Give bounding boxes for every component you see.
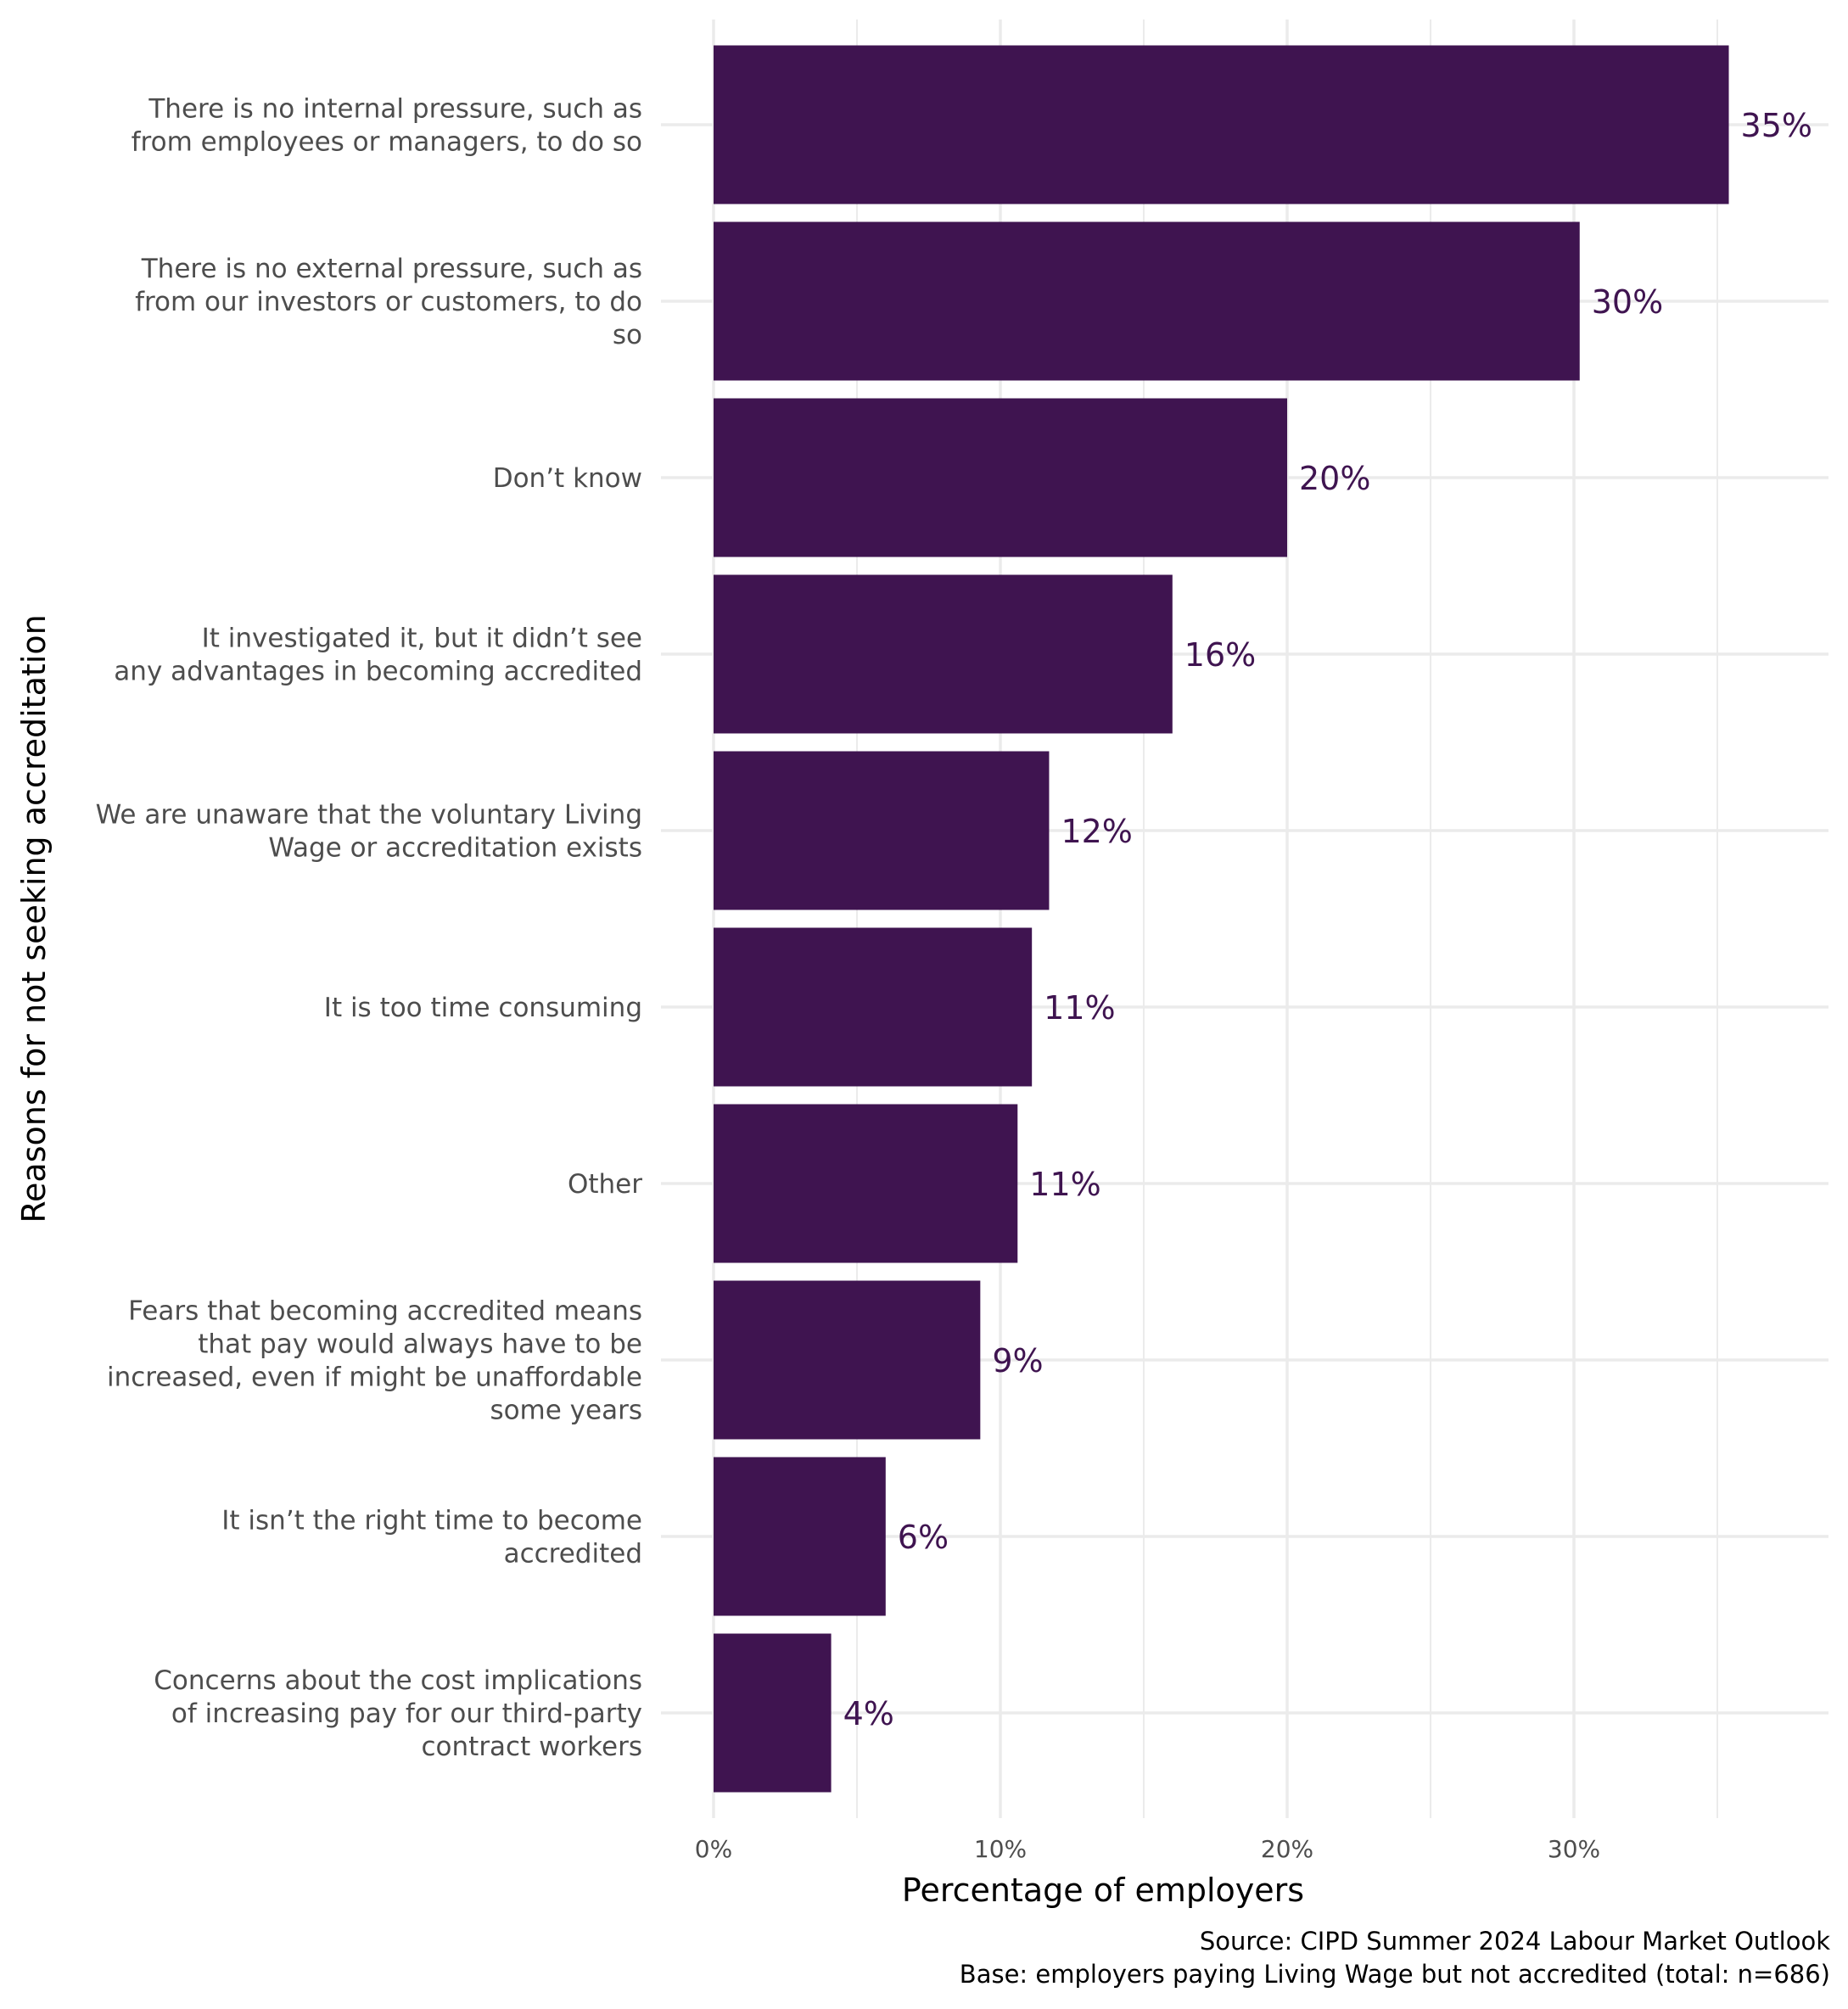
y-axis-label-line: Don’t know [493,463,642,494]
y-axis-label: There is no internal pressure, such as fr… [132,94,642,158]
y-axis-label-line: so [613,320,642,350]
value-label: 9% [992,1342,1043,1379]
y-axis-label: It investigated it, but it didn’t see any… [114,624,642,687]
value-label: 16% [1184,636,1256,674]
caption-base: Base: employers paying Living Wage but n… [960,1960,1830,1989]
y-axis-label-line: Fears that becoming accredited means [128,1296,642,1327]
y-axis-title: Reasons for not seeking accreditation [15,614,53,1223]
bar [714,1104,1018,1263]
y-axis-label-line: from our investors or customers, to do [135,287,642,317]
y-axis-label-line: It investigated it, but it didn’t see [202,624,642,654]
y-axis-label-line: Other [568,1169,642,1200]
y-axis-label-line: increased, even if might be unaffordable [107,1363,642,1393]
y-axis-label-line: that pay would always have to be [198,1329,642,1360]
bar [714,1633,832,1793]
bar [714,1280,981,1440]
y-axis-label-line: contract workers [422,1732,643,1762]
bar [714,927,1033,1087]
y-axis-label-line: from employees or managers, to do so [132,127,642,158]
y-axis-label: There is no external pressure, such as fr… [135,254,642,350]
y-axis-label-line: It isn’t the right time to become [221,1506,642,1536]
y-axis-label-line: There is no internal pressure, such as [148,94,642,125]
y-axis-label-line: some years [490,1396,642,1426]
y-axis-label: We are unaware that the voluntary Living… [96,800,642,864]
y-axis-label: It isn’t the right time to become accredi… [221,1506,642,1570]
y-axis-label-line: Wage or accreditation exists [268,833,642,864]
value-label: 11% [1029,1166,1100,1203]
bar [714,1457,886,1616]
y-axis-label: Fears that becoming accredited means that… [107,1296,642,1426]
y-axis-label: Other [568,1169,642,1200]
value-label: 20% [1299,460,1370,497]
bar [714,221,1580,381]
y-axis-label-line: of increasing pay for our third-party [171,1698,642,1729]
x-axis-title: Percentage of employers [902,1872,1304,1909]
bar [714,751,1050,910]
y-axis-label-line: accredited [504,1539,642,1570]
y-axis-label-line: It is too time consuming [324,993,642,1023]
y-axis-labels: There is no internal pressure, such as fr… [96,94,643,1763]
x-axis-tick-labels: 0% 10% 20% 30% [695,1835,1600,1863]
y-axis-label-line: any advantages in becoming accredited [114,657,642,687]
x-tick-label: 30% [1548,1835,1600,1863]
bar [714,398,1287,557]
value-label: 4% [843,1695,894,1732]
value-label: 11% [1044,989,1115,1027]
value-labels: 35% 30% 20% 16% 12% 11% 11% 9% 6% 4% [843,107,1812,1732]
value-label: 35% [1741,107,1812,144]
value-label: 12% [1061,813,1132,850]
y-axis-label: It is too time consuming [324,993,642,1023]
value-label: 30% [1592,283,1663,321]
caption-source: Source: CIPD Summer 2024 Labour Market O… [1200,1927,1830,1956]
x-tick-label: 10% [974,1835,1027,1863]
y-axis-label-line: We are unaware that the voluntary Living [96,800,642,831]
bars [714,45,1729,1793]
x-tick-label: 20% [1261,1835,1313,1863]
y-axis-label: Concerns about the cost implications of i… [154,1665,642,1762]
y-axis-label-line: Concerns about the cost implications [154,1665,642,1696]
value-label: 6% [898,1519,949,1556]
y-axis-label-line: There is no external pressure, such as [141,254,642,284]
bar [714,45,1729,204]
bar [714,574,1173,734]
y-axis-label: Don’t know [493,463,642,494]
x-tick-label: 0% [695,1835,732,1863]
